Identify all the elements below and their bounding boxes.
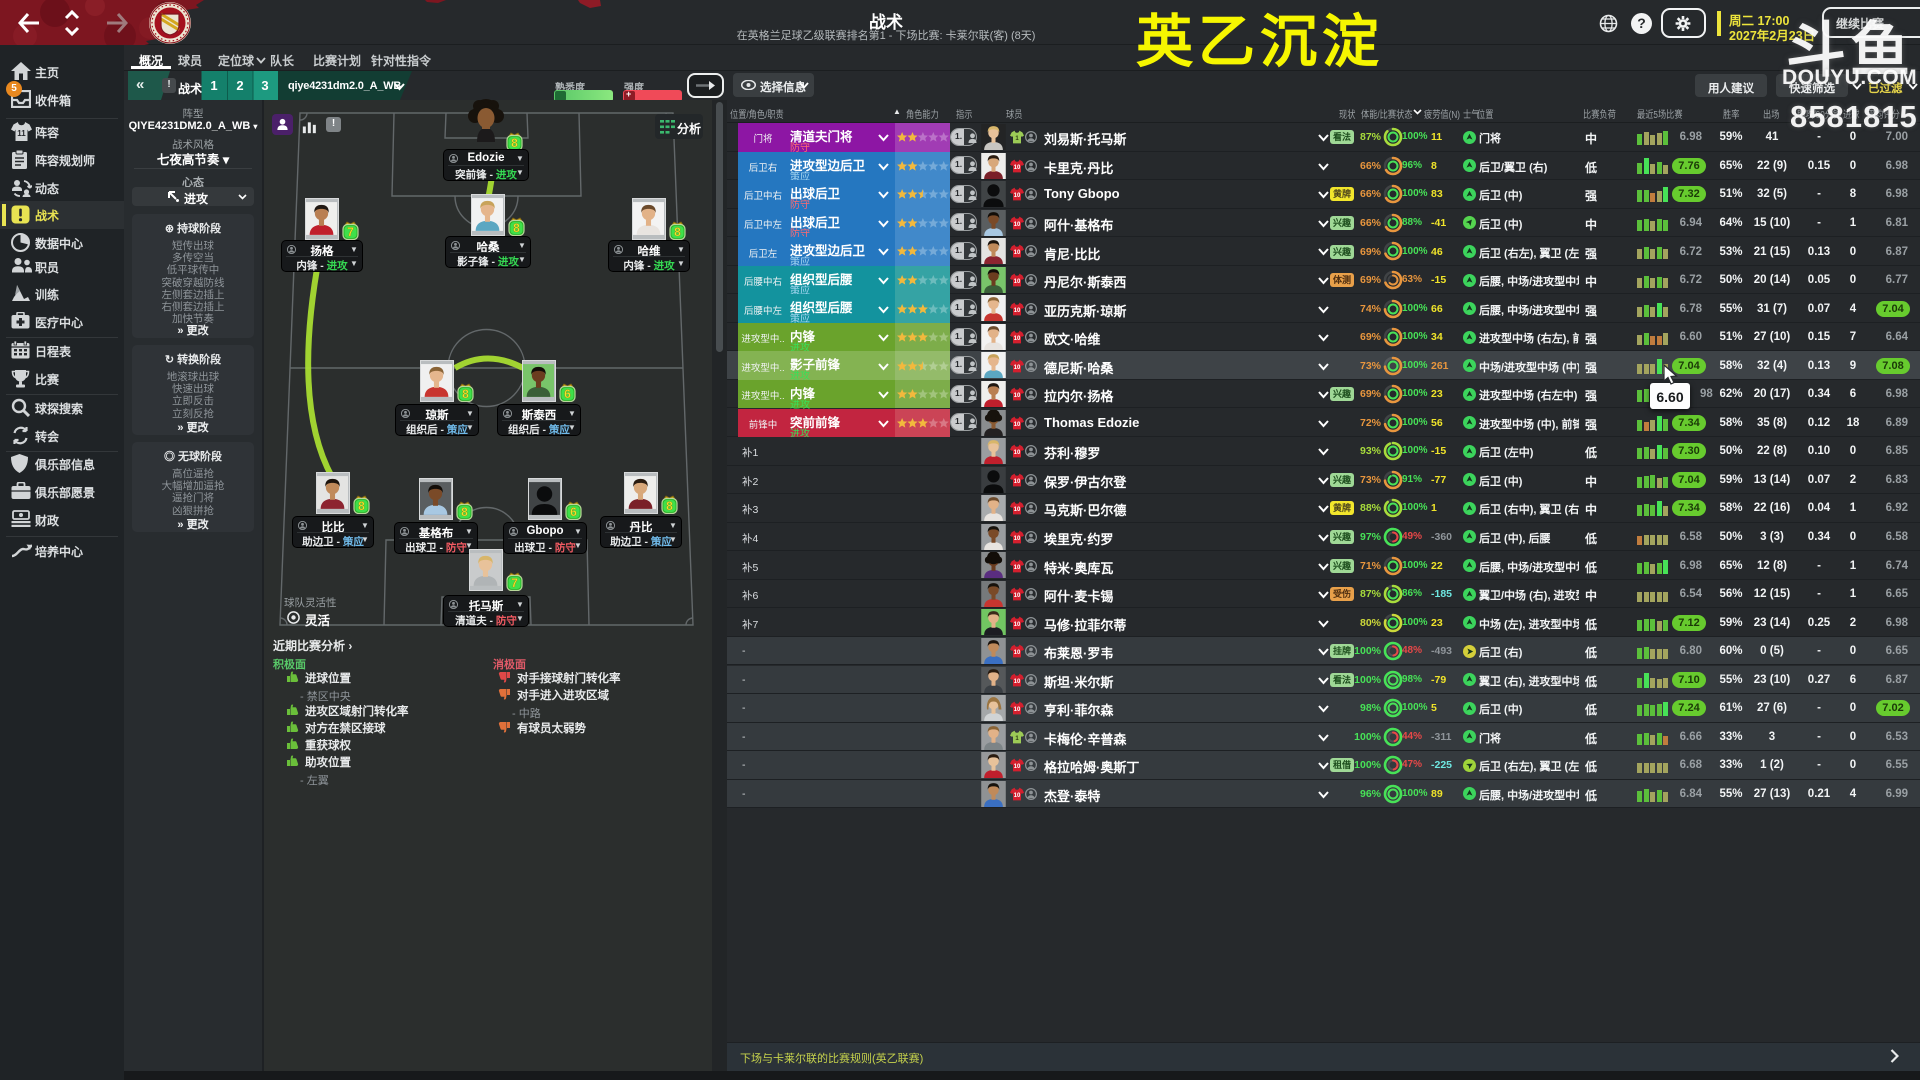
svg-text:10: 10 [1014,622,1021,628]
svg-text:10: 10 [1014,336,1021,342]
svg-text:8: 8 [666,499,673,513]
svg-text:8: 8 [461,505,468,519]
svg-text:6: 6 [570,505,577,519]
svg-text:7: 7 [347,225,354,239]
svg-text:7: 7 [511,576,518,590]
svg-text:10: 10 [1014,193,1021,199]
svg-text:10: 10 [1014,764,1021,770]
svg-text:10: 10 [1014,250,1021,256]
svg-text:11: 11 [17,129,26,138]
svg-text:10: 10 [1014,279,1021,285]
svg-text:10: 10 [1014,707,1021,713]
svg-text:10: 10 [1014,393,1021,399]
svg-text:6: 6 [564,387,571,401]
svg-text:10: 10 [1014,507,1021,513]
svg-text:10: 10 [1014,308,1021,314]
svg-text:1: 1 [1015,736,1019,742]
svg-text:10: 10 [1014,679,1021,685]
svg-text:8: 8 [511,136,518,150]
svg-text:10: 10 [1014,479,1021,485]
svg-text:1: 1 [1015,136,1019,142]
svg-text:10: 10 [1014,222,1021,228]
svg-text:10: 10 [1014,365,1021,371]
svg-text:10: 10 [1014,422,1021,428]
svg-text:10: 10 [1014,593,1021,599]
svg-text:10: 10 [1014,450,1021,456]
svg-text:8: 8 [358,499,365,513]
svg-text:10: 10 [1014,793,1021,799]
svg-text:10: 10 [1014,565,1021,571]
svg-text:8: 8 [674,225,681,239]
svg-text:10: 10 [1014,650,1021,656]
svg-text:8: 8 [513,221,520,235]
svg-text:10: 10 [1014,165,1021,171]
svg-text:10: 10 [1014,536,1021,542]
svg-text:8: 8 [462,387,469,401]
